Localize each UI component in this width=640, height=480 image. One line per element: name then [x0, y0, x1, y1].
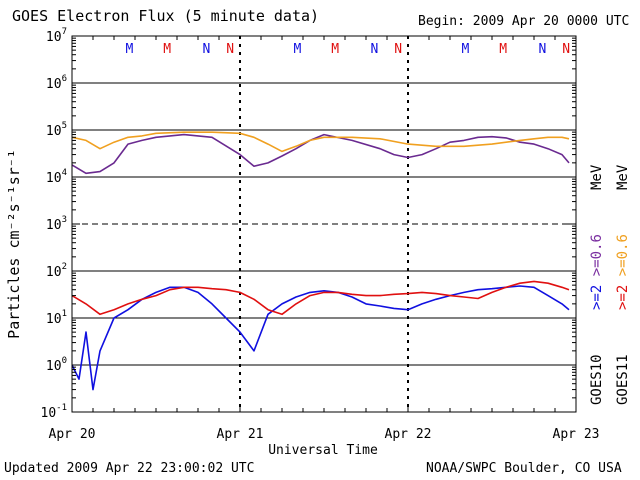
day-marker-label: M [125, 42, 133, 57]
x-tick-label: Apr 20 [49, 427, 96, 442]
legend-goes10-energies-part: >=2 [589, 285, 605, 310]
day-marker-label: M [461, 42, 469, 57]
day-marker-label: M [331, 42, 339, 57]
legend-units: MeV [615, 164, 631, 190]
series-line-3 [72, 280, 570, 316]
series-layer [72, 131, 570, 391]
y-tick-label: 106 [46, 74, 67, 92]
x-tick-label: Apr 23 [553, 427, 600, 442]
day-marker-label: M [293, 42, 301, 57]
legend-goes10: GOES10 [589, 354, 605, 405]
x-tick-label: Apr 22 [385, 427, 432, 442]
chart-title: GOES Electron Flux (5 minute data) [12, 7, 320, 25]
legend-goes10-energies: >=2 >=0.6 [589, 234, 605, 310]
y-tick-label: 100 [46, 356, 67, 374]
y-tick-exponent: 1 [62, 309, 67, 319]
day-marker-label: M [163, 42, 171, 57]
legend-goes11-energies-part: >=2 [615, 285, 631, 310]
legend-goes11: GOES11 [615, 354, 631, 405]
y-tick-label: 104 [46, 168, 67, 186]
y-tick-exponent: 0 [62, 356, 67, 366]
x-tick-labels: Apr 20 Apr 21 Apr 22 Apr 23 [49, 427, 600, 442]
y-tick-label: 103 [46, 215, 67, 233]
day-marker-label: N [538, 42, 546, 57]
day-marker-label: N [370, 42, 378, 57]
y-tick-exponent: 2 [62, 262, 67, 272]
y-axis-label: Particles cm⁻²s⁻¹sr⁻¹ [5, 149, 23, 339]
series-line-2 [72, 285, 570, 391]
y-tick-label: 105 [46, 121, 67, 139]
y-tick-label: 102 [46, 262, 67, 280]
series-line-1 [72, 131, 570, 153]
legend-units: MeV [589, 164, 605, 190]
credit: NOAA/SWPC Boulder, CO USA [426, 461, 622, 476]
y-tick-exponent: -1 [56, 403, 67, 413]
day-marker-label: N [562, 42, 570, 57]
day-marker-label: M [499, 42, 507, 57]
legend-goes10-part: GOES10 [589, 354, 605, 405]
y-tick-exponent: 3 [62, 215, 67, 225]
series-line-0 [72, 133, 570, 175]
legend-goes11-part: GOES11 [615, 354, 631, 405]
y-tick-exponent: 6 [62, 74, 67, 84]
legend-units-part: MeV [589, 164, 605, 190]
legend-goes10-energies-part: >=0.6 [589, 234, 605, 285]
grid [72, 36, 576, 412]
y-tick-exponent: 5 [62, 121, 67, 131]
y-tick-label: 10-1 [41, 403, 68, 421]
y-tick-exponent: 4 [62, 168, 67, 178]
begin-time: Begin: 2009 Apr 20 0000 UTC [418, 14, 630, 29]
y-tick-label: 107 [46, 27, 67, 45]
y-tick-exponent: 7 [62, 27, 67, 37]
legend-goes11-energies-part: >=0.6 [615, 234, 631, 285]
legend-units-part: MeV [615, 164, 631, 190]
day-marker-label: N [202, 42, 210, 57]
y-tick-label: 101 [46, 309, 67, 327]
ticks [71, 35, 577, 413]
x-tick-label: Apr 21 [217, 427, 264, 442]
x-axis-label: Universal Time [268, 443, 378, 458]
day-marker-label: N [226, 42, 234, 57]
updated-timestamp: Updated 2009 Apr 22 23:00:02 UTC [4, 461, 255, 476]
legend-goes11-energies: >=2 >=0.6 [615, 234, 631, 310]
day-marker-label: N [394, 42, 402, 57]
